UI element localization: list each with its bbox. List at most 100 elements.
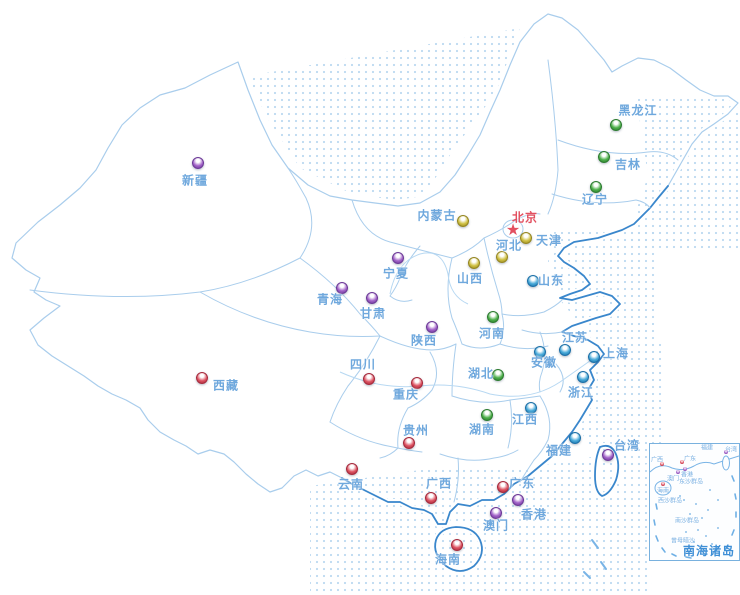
province-label[interactable]: 山东 [537, 273, 565, 288]
province-label[interactable]: 贵州 [402, 423, 430, 438]
province-label[interactable]: 四川 [349, 357, 377, 372]
province-label[interactable]: 辽宁 [581, 192, 609, 207]
coastline [341, 185, 669, 525]
province-label[interactable]: 重庆 [392, 387, 420, 402]
province-label[interactable]: 广东 [508, 476, 536, 491]
inset-canvas [650, 455, 739, 559]
province-label[interactable]: 青海 [316, 292, 344, 307]
province-label[interactable]: 黑龙江 [618, 103, 658, 118]
province-label[interactable]: 湖南 [468, 422, 496, 437]
province-dot[interactable] [569, 432, 581, 444]
province-dot[interactable] [426, 321, 438, 333]
inset-province-dot [676, 470, 680, 474]
province-label[interactable]: 西藏 [212, 378, 240, 393]
province-label[interactable]: 澳门 [482, 518, 510, 533]
inset-title: 南海诸岛 [682, 544, 735, 558]
province-dot[interactable] [520, 232, 532, 244]
inset-province-dot [683, 467, 687, 471]
capital-label[interactable]: 北京 [511, 210, 539, 225]
province-label[interactable]: 安徽 [530, 355, 558, 370]
mainland [9, 11, 740, 527]
province-dot[interactable] [481, 409, 493, 421]
rivers [339, 252, 595, 397]
inset-island-label: 西沙群岛 [657, 497, 683, 505]
province-dot[interactable] [392, 252, 404, 264]
inset-island-label: 广西 [650, 456, 664, 464]
inset-province-dot [680, 460, 684, 464]
province-dot[interactable] [366, 292, 378, 304]
province-dot[interactable] [411, 377, 423, 389]
province-dot[interactable] [451, 539, 463, 551]
province-label[interactable]: 山西 [456, 271, 484, 286]
province-label[interactable]: 湖北 [467, 366, 495, 381]
inset-island-label: 台湾 [724, 446, 738, 454]
province-label[interactable]: 海南 [434, 552, 462, 567]
province-label[interactable]: 宁夏 [382, 266, 410, 281]
province-label[interactable]: 内蒙古 [417, 208, 457, 223]
inset-province-dot [660, 462, 664, 466]
province-label[interactable]: 吉林 [614, 157, 642, 172]
province-dot[interactable] [403, 437, 415, 449]
province-label[interactable]: 台湾 [613, 438, 641, 453]
province-label[interactable]: 浙江 [567, 385, 595, 400]
province-label[interactable]: 天津 [535, 233, 563, 248]
province-dot[interactable] [559, 344, 571, 356]
sea-dashes [583, 539, 607, 579]
inset-island-label: 广东 [683, 455, 697, 463]
inset-province-dot [724, 450, 728, 454]
province-dot[interactable] [192, 157, 204, 169]
province-dot[interactable] [363, 373, 375, 385]
south-china-sea-inset: 广西 广东 福建 台湾 澳门 香港 海南 东沙群岛 西沙群岛 南沙群岛 曾母暗沙 南海诸岛 [649, 443, 740, 561]
province-label[interactable]: 河北 [495, 238, 523, 253]
province-dot[interactable] [457, 215, 469, 227]
capital-star-icon[interactable]: ★ [505, 220, 521, 239]
province-dot[interactable] [602, 449, 614, 461]
province-label[interactable]: 云南 [337, 477, 365, 492]
inset-islets [679, 489, 719, 545]
inset-coastline [650, 455, 739, 496]
province-label[interactable]: 甘肃 [359, 306, 387, 321]
inset-nine-dash-line [653, 475, 737, 559]
inset-island-label: 东沙群岛 [678, 478, 704, 486]
province-dot[interactable] [196, 372, 208, 384]
inset-island-label: 曾母暗沙 [670, 537, 696, 545]
province-label[interactable]: 江苏 [561, 330, 589, 345]
province-dot[interactable] [425, 492, 437, 504]
province-label[interactable]: 福建 [545, 443, 573, 458]
inset-province-dot [661, 482, 665, 486]
province-dot[interactable] [590, 181, 602, 193]
province-dot[interactable] [468, 257, 480, 269]
province-label[interactable]: 广西 [425, 476, 453, 491]
province-dot[interactable] [336, 282, 348, 294]
hainan-island [432, 524, 485, 574]
province-dot[interactable] [496, 251, 508, 263]
province-dot[interactable] [492, 369, 504, 381]
province-label[interactable]: 河南 [478, 326, 506, 341]
province-label[interactable]: 陕西 [410, 333, 438, 348]
province-dot[interactable] [512, 494, 524, 506]
sea-stipple [248, 28, 740, 595]
province-dot[interactable] [610, 119, 622, 131]
province-dot[interactable] [534, 346, 546, 358]
inset-island-label: 南沙群岛 [674, 517, 700, 525]
province-label[interactable]: 上海 [602, 346, 630, 361]
province-label[interactable]: 江西 [511, 412, 539, 427]
province-dot[interactable] [588, 351, 600, 363]
province-dot[interactable] [527, 275, 539, 287]
province-label[interactable]: 香港 [520, 507, 548, 522]
province-borders [29, 59, 679, 503]
province-label[interactable]: 新疆 [181, 173, 209, 188]
taiwan-island [592, 442, 622, 499]
province-dot[interactable] [525, 402, 537, 414]
inset-island-label: 海南 [656, 487, 670, 495]
province-dot[interactable] [346, 463, 358, 475]
province-dot[interactable] [490, 507, 502, 519]
inset-island-label: 香港 [680, 471, 694, 479]
province-dot[interactable] [497, 481, 509, 493]
province-dot[interactable] [598, 151, 610, 163]
province-dot[interactable] [577, 371, 589, 383]
inset-island-label: 福建 [700, 444, 714, 452]
province-dot[interactable] [487, 311, 499, 323]
